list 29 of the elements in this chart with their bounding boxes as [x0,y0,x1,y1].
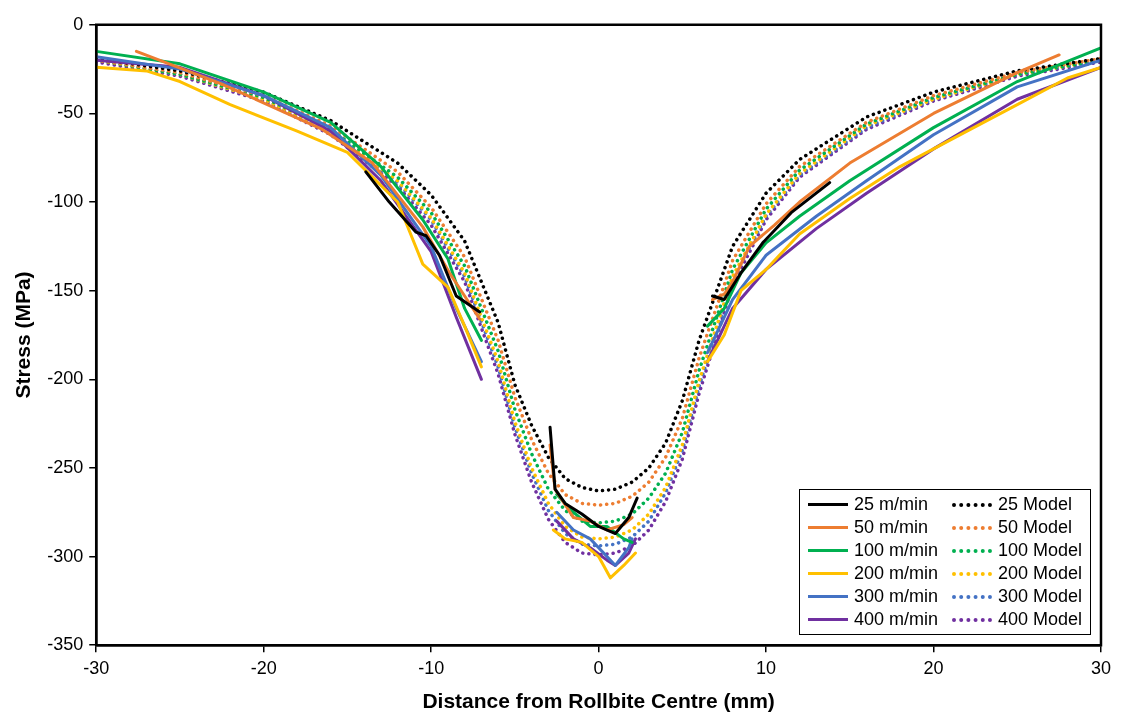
x-tick-label: 10 [756,657,777,678]
x-axis-title: Distance from Rollbite Centre (mm) [422,689,775,713]
legend-label: 400 m/min [853,609,938,631]
legend-label: 100 Model [997,540,1082,562]
legend-label: 300 Model [997,586,1082,608]
y-axis-title: Stress (MPa) [11,271,35,399]
legend-label: 400 Model [997,609,1082,631]
y-tick-label: -350 [47,634,84,655]
x-tick-label: -20 [250,657,277,678]
y-tick-label: -250 [47,456,84,477]
legend-label: 25 m/min [853,494,928,516]
legend-label: 200 m/min [853,563,938,585]
x-tick-label: 30 [1090,657,1111,678]
y-tick-label: -50 [57,102,84,123]
legend-label: 100 m/min [853,540,938,562]
legend-label: 200 Model [997,563,1082,585]
y-tick-label: -200 [47,368,84,389]
x-tick-label: 20 [923,657,944,678]
legend-label: 300 m/min [853,586,938,608]
legend-label: 50 m/min [853,517,928,539]
y-tick-label: -300 [47,545,84,566]
legend-label: 50 Model [997,517,1072,539]
x-tick-label: 0 [593,657,604,678]
y-tick-label: 0 [73,13,84,34]
y-tick-label: -100 [47,191,84,212]
y-tick-label: -150 [47,279,84,300]
legend-label: 25 Model [997,494,1072,516]
x-tick-label: -30 [83,657,110,678]
x-tick-label: -10 [418,657,445,678]
